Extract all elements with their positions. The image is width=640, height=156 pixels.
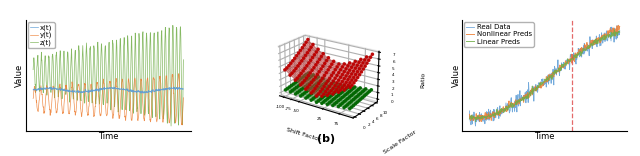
Legend: x(t), y(t), z(t): x(t), y(t), z(t) bbox=[28, 22, 54, 48]
Y-axis label: Scale Factor: Scale Factor bbox=[383, 129, 417, 154]
Y-axis label: Value: Value bbox=[15, 64, 24, 87]
X-axis label: Time: Time bbox=[534, 132, 555, 141]
Y-axis label: Value: Value bbox=[452, 64, 461, 87]
Legend: Real Data, Nonlinear Preds, Linear Preds: Real Data, Nonlinear Preds, Linear Preds bbox=[464, 22, 534, 47]
X-axis label: Shift Factor: Shift Factor bbox=[285, 128, 321, 143]
X-axis label: Time: Time bbox=[98, 132, 118, 141]
Text: (b): (b) bbox=[317, 134, 335, 144]
